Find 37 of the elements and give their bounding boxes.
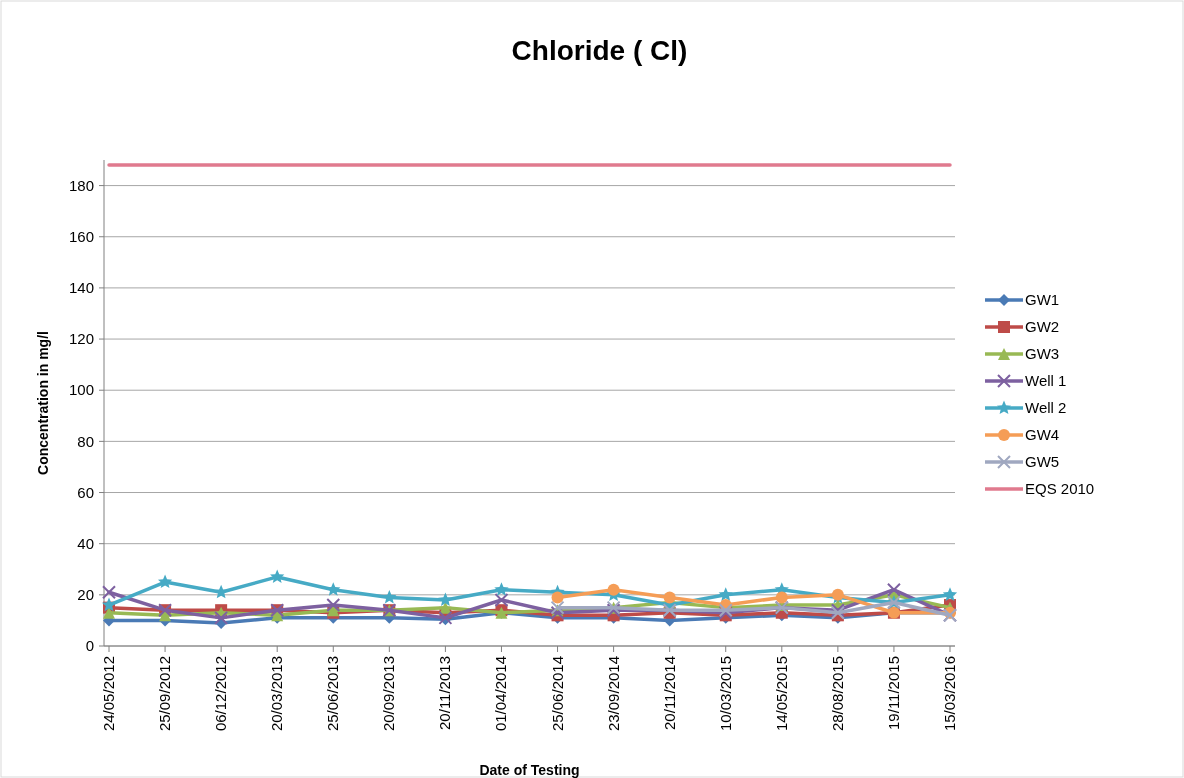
- x-tick-label: 20/09/2013: [380, 656, 398, 732]
- x-tick-label: 14/05/2015: [772, 656, 790, 732]
- legend-label: Well 1: [1025, 372, 1067, 390]
- x-tick-label: 28/08/2015: [828, 656, 846, 732]
- x-tick-label: 01/04/2014: [492, 656, 510, 732]
- x-tick-label: 20/11/2013: [436, 656, 454, 730]
- legend-label: GW1: [1025, 291, 1060, 309]
- x-tick-label: 25/06/2014: [548, 656, 566, 732]
- x-tick-label: 20/03/2013: [268, 656, 286, 732]
- y-tick-label: 100: [68, 381, 94, 399]
- legend-label: GW3: [1025, 345, 1060, 363]
- x-tick-label: 25/06/2013: [324, 656, 342, 732]
- legend-label: GW2: [1025, 318, 1060, 336]
- x-tick-label: 19/11/2015: [884, 656, 902, 730]
- x-tick-label: 15/03/2016: [941, 656, 958, 732]
- y-axis-title: Concentration in mg/l: [35, 331, 51, 475]
- x-tick-label: 23/09/2014: [604, 656, 622, 732]
- x-tick-label: 25/09/2012: [156, 656, 174, 732]
- y-tick-label: 0: [85, 637, 94, 655]
- chart-title: Chloride ( Cl): [511, 35, 688, 66]
- y-tick-label: 80: [77, 432, 94, 450]
- y-tick-label: 180: [68, 176, 94, 194]
- y-tick-label: 120: [68, 330, 94, 348]
- y-tick-label: 20: [77, 586, 94, 604]
- x-tick-label: 24/05/2012: [100, 656, 117, 732]
- y-tick-label: 140: [68, 279, 94, 297]
- y-tick-label: 60: [77, 483, 94, 501]
- x-tick-label: 10/03/2015: [716, 656, 734, 732]
- legend-label: GW5: [1025, 453, 1060, 471]
- legend-label: GW4: [1025, 426, 1060, 444]
- y-tick-label: 160: [68, 227, 94, 245]
- x-tick-label: 20/11/2014: [660, 656, 678, 730]
- y-tick-label: 40: [77, 534, 94, 552]
- x-tick-label: 06/12/2012: [212, 656, 230, 732]
- legend-label: Well 2: [1025, 399, 1067, 417]
- legend-label: EQS 2010: [1025, 480, 1095, 498]
- x-axis-title: Date of Testing: [479, 762, 580, 778]
